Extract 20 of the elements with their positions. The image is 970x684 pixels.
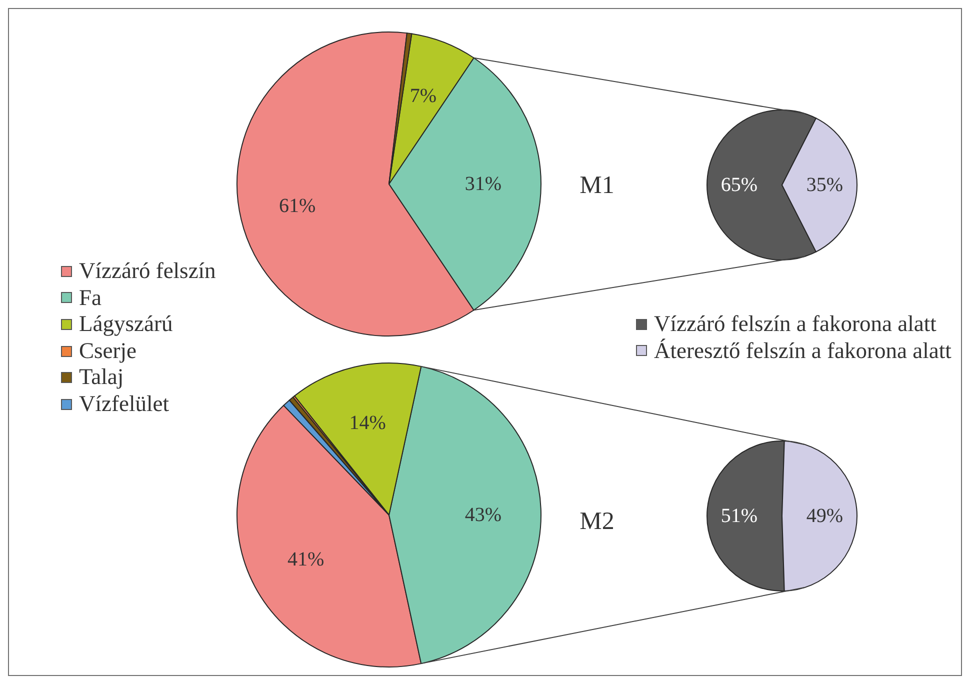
- legend-label: Vízfelület: [79, 390, 169, 418]
- text: M2: [580, 508, 614, 536]
- legend-label: Fa: [79, 284, 102, 312]
- data-label: 14%: [349, 412, 386, 434]
- data-label: 41%: [287, 548, 324, 570]
- legend-label: Vízzáró felszín a fakorona alatt: [654, 311, 936, 338]
- legend-label: Talaj: [79, 364, 124, 391]
- data-label: 51%: [720, 505, 758, 527]
- legend-label: Áteresztő felszín a fakorona alatt: [654, 338, 952, 364]
- legend-label: Cserje: [79, 338, 136, 364]
- data-label: 49%: [806, 505, 844, 527]
- data-label: 31%: [464, 173, 502, 195]
- text: M1: [580, 172, 614, 200]
- legend-label: Vízzáró felszín: [79, 258, 216, 285]
- data-label: 65%: [720, 174, 758, 196]
- legend-label: Lágyszárú: [79, 311, 173, 338]
- data-label: 61%: [279, 195, 316, 218]
- data-label: 35%: [806, 174, 844, 196]
- data-label: 43%: [464, 504, 502, 526]
- data-label: 7%: [410, 85, 436, 108]
